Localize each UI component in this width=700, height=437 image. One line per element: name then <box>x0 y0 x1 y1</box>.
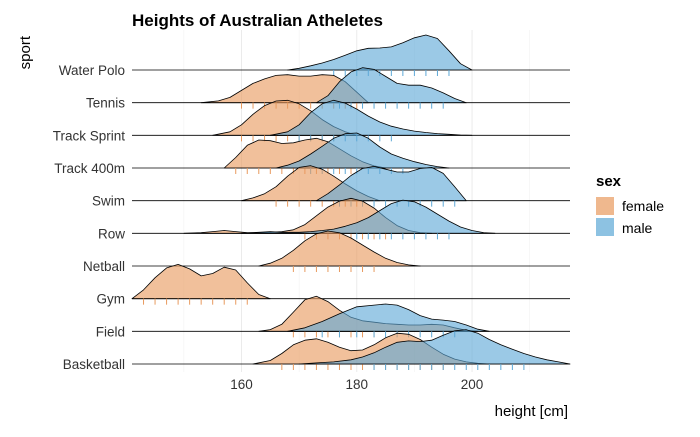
category-label: Netball <box>83 259 125 274</box>
legend-key-female <box>596 197 614 215</box>
ridge-density-male <box>241 199 496 234</box>
legend-key-male <box>596 218 614 236</box>
category-label: Tennis <box>86 96 125 111</box>
ridge-density-male <box>316 67 467 104</box>
category-label: Water Polo <box>59 63 125 78</box>
category-label: Basketball <box>63 357 125 372</box>
legend-label-female: female <box>622 198 664 214</box>
x-tick-label: 180 <box>345 377 368 392</box>
category-labels: Water Polo Tennis Track Sprint Track 400m Sw… <box>53 63 126 372</box>
ridge-density-male <box>316 166 467 202</box>
y-axis-title: sport <box>17 35 34 69</box>
ridge-density-male <box>287 34 473 71</box>
x-tick-labels: 160 180 200 <box>230 377 483 392</box>
x-axis-title: height [cm] <box>495 403 568 420</box>
ridge-density-female <box>258 230 421 267</box>
ridges <box>131 34 571 370</box>
category-label: Swim <box>92 194 125 209</box>
category-label: Gym <box>97 292 126 307</box>
category-label: Field <box>96 324 125 339</box>
x-tick-label: 200 <box>461 377 484 392</box>
ridge-density-female <box>131 264 271 300</box>
ridge-density-male <box>287 303 490 332</box>
chart-title: Heights of Australian Atheletes <box>132 11 383 30</box>
category-label: Track 400m <box>54 161 125 176</box>
category-label: Track Sprint <box>53 128 126 143</box>
ridge-density-male <box>298 329 571 365</box>
legend-label-male: male <box>622 220 653 236</box>
legend: sex female male <box>596 173 664 236</box>
ridge-density-male <box>269 99 473 136</box>
category-label: Row <box>98 226 125 241</box>
ridge-density-male <box>275 132 450 169</box>
x-tick-label: 160 <box>230 377 253 392</box>
legend-title: sex <box>596 173 622 190</box>
